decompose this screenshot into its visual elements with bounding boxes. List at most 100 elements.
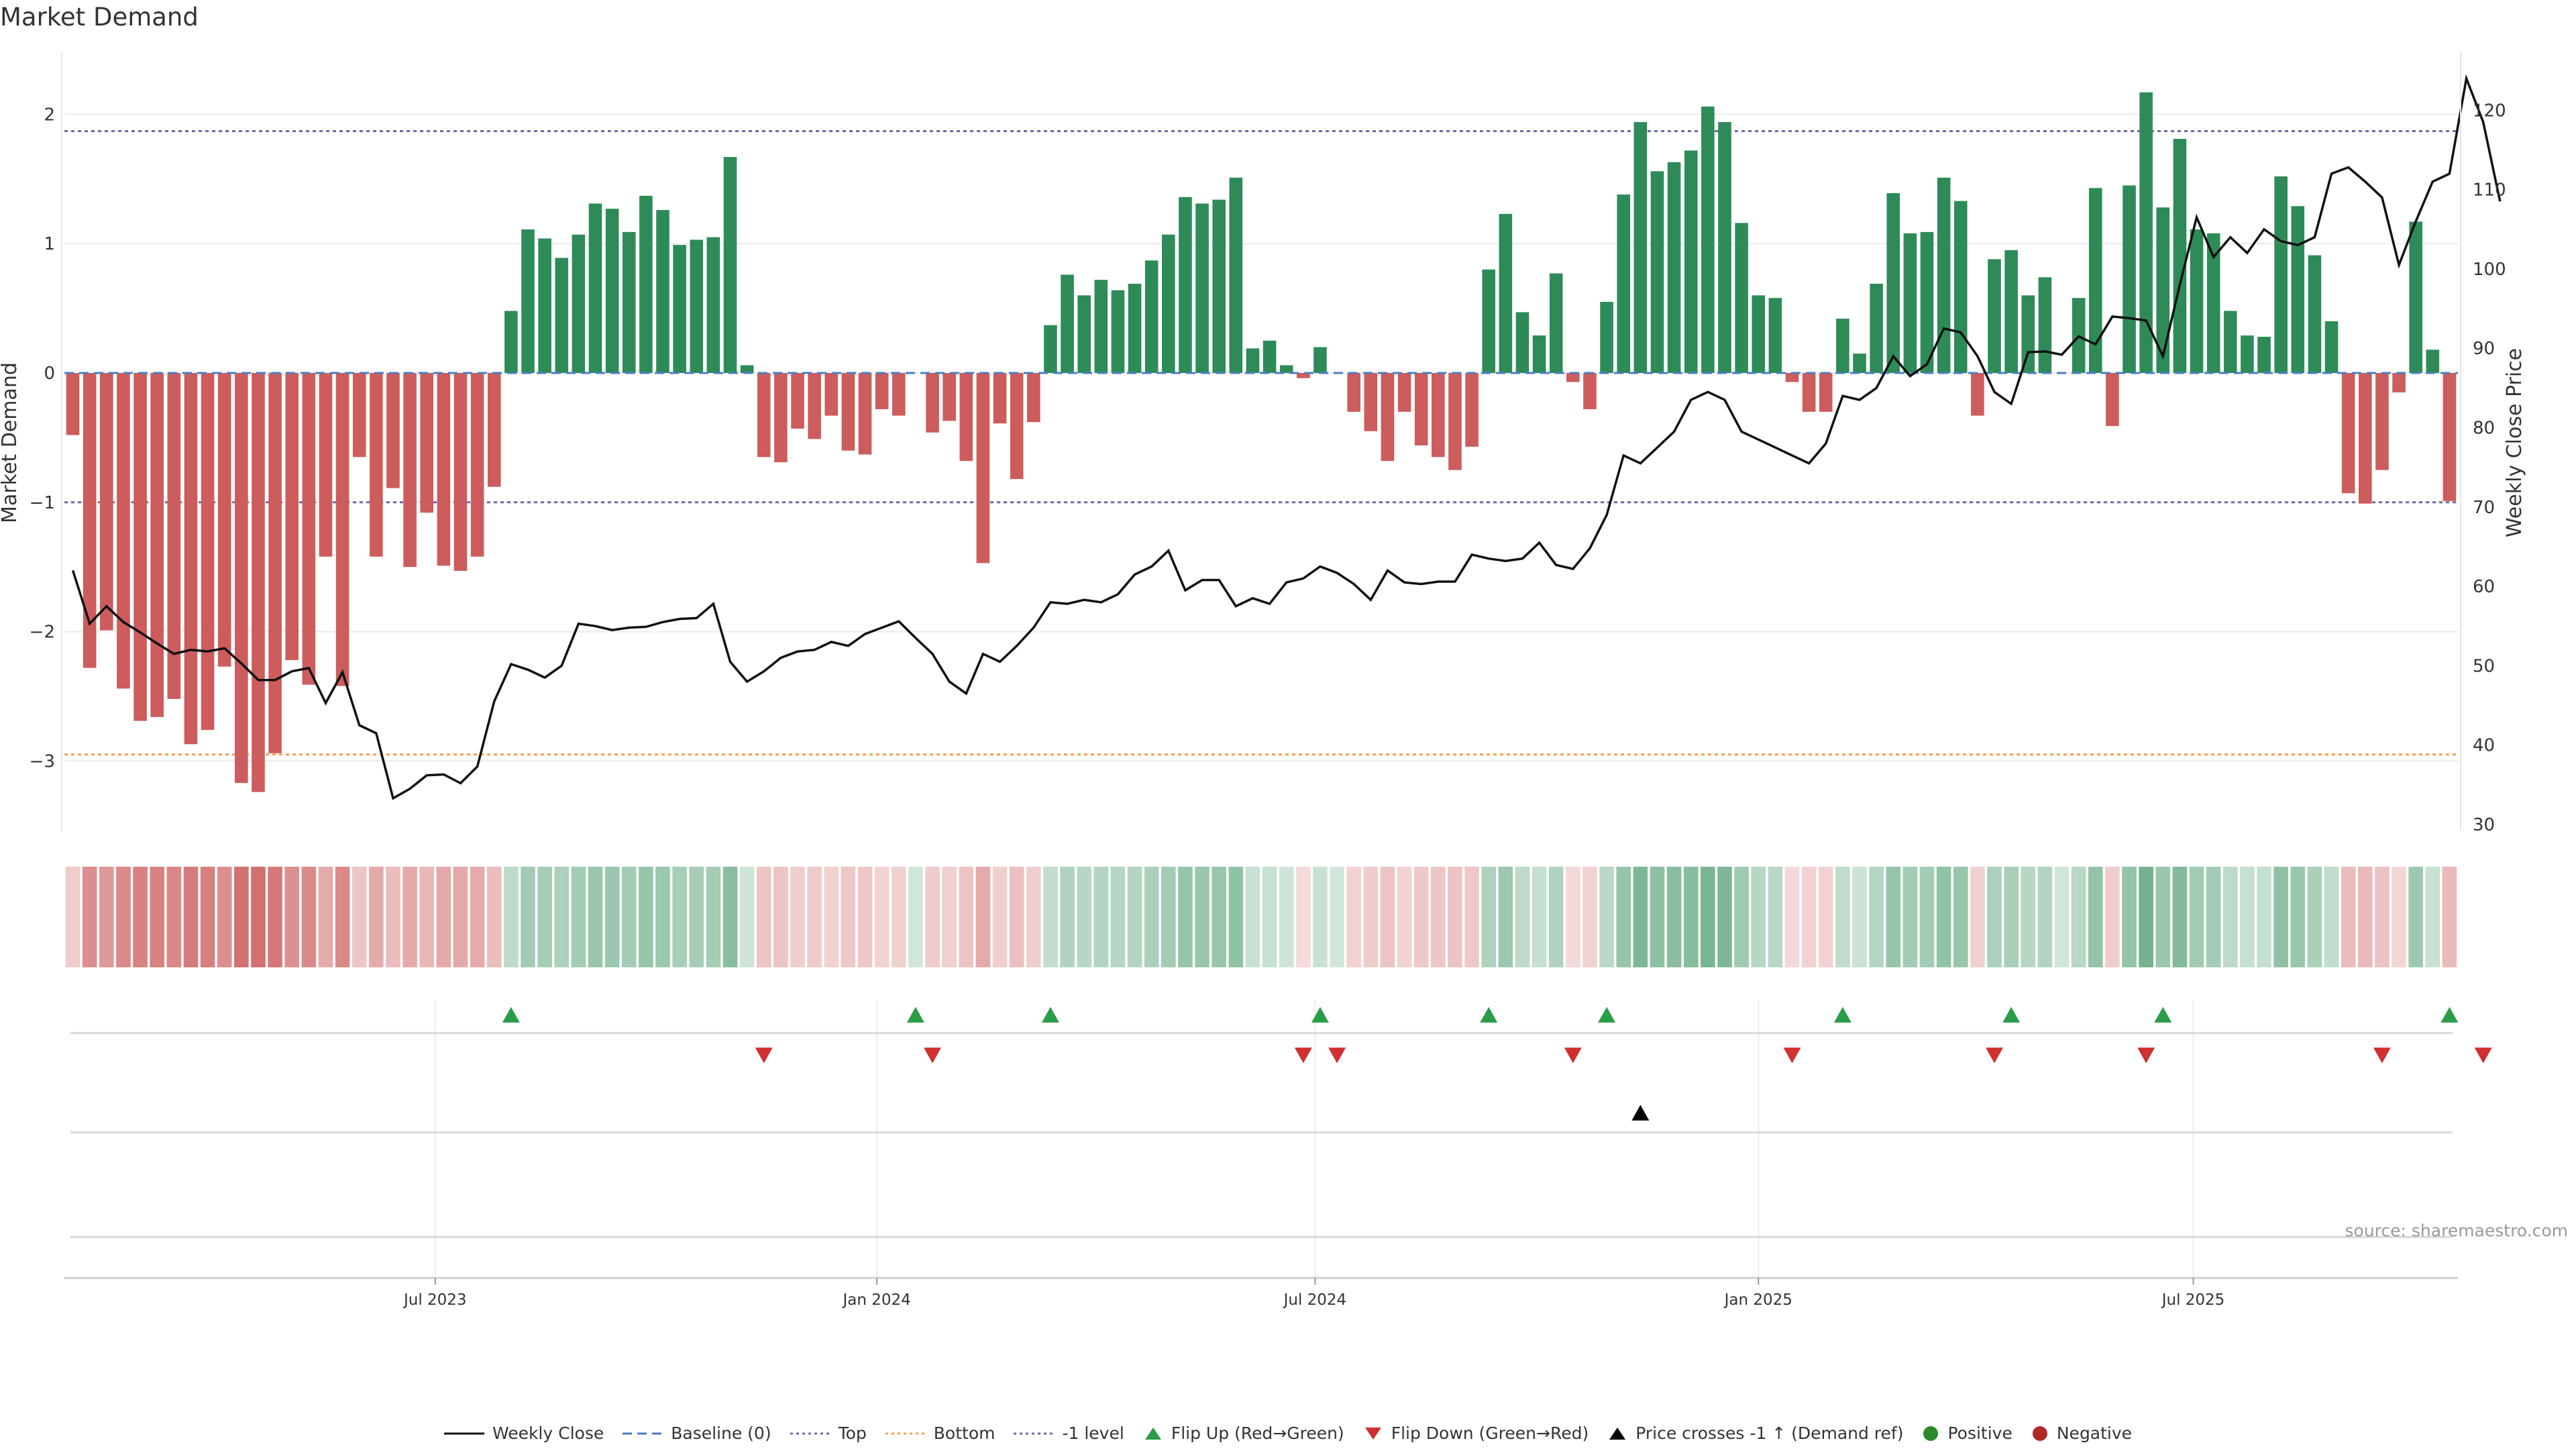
flip-down-marker: [2373, 1047, 2391, 1063]
heat-cell: [1801, 867, 1817, 967]
demand-bar: [1499, 213, 1513, 373]
heat-cell: [268, 867, 282, 967]
heat-cell: [2357, 867, 2373, 967]
heat-cell: [1953, 867, 1968, 967]
heat-cell: [1515, 867, 1530, 967]
heat-cell: [992, 867, 1008, 967]
triangle-down-icon: [1364, 1427, 1381, 1440]
demand-bar: [1381, 373, 1395, 462]
legend-negative-label: Negative: [2056, 1424, 2133, 1443]
y2-tick-label: 120: [2473, 101, 2506, 121]
heat-cell: [1077, 867, 1091, 967]
demand-bar: [2291, 206, 2305, 373]
demand-bar: [100, 373, 113, 631]
heat-cell: [925, 867, 940, 967]
y2-tick-label: 60: [2473, 577, 2495, 597]
heat-cell: [2088, 867, 2103, 967]
demand-bar: [572, 234, 586, 373]
heat-cell: [234, 867, 249, 967]
heat-cell: [554, 867, 570, 967]
demand-bar: [1903, 233, 1917, 373]
heat-cell: [1431, 867, 1446, 967]
demand-bar: [555, 258, 569, 373]
demand-bar: [892, 373, 906, 416]
demand-bar: [235, 373, 248, 784]
flip-up-marker: [906, 1007, 924, 1023]
demand-bar: [1111, 290, 1125, 373]
triangle-up-icon: [1609, 1427, 1626, 1440]
y2-axis-title: Weekly Close Price: [2503, 348, 2526, 537]
demand-bar: [2257, 337, 2271, 373]
heat-cell: [1043, 867, 1058, 967]
demand-bar: [2308, 255, 2322, 373]
y2-tick-label: 70: [2473, 498, 2495, 518]
demand-bar: [66, 373, 80, 435]
demand-bar: [1448, 373, 1462, 470]
flip-up-marker: [1833, 1007, 1851, 1023]
x-tick-label: Jan 2024: [841, 1291, 910, 1309]
heat-cell: [2392, 867, 2406, 967]
heat-cell: [773, 867, 788, 967]
demand-bar: [1785, 373, 1799, 382]
demand-bar: [1414, 373, 1428, 445]
demand-bar: [1263, 340, 1277, 373]
heat-cell: [1498, 867, 1513, 967]
demand-bar: [1010, 373, 1024, 480]
heat-cell: [841, 867, 856, 967]
heat-cell: [2307, 867, 2322, 967]
heat-cell: [639, 867, 653, 967]
heat-cell: [2004, 867, 2019, 967]
heat-cell: [1869, 867, 1884, 967]
demand-bar: [605, 209, 619, 373]
demand-bar: [2139, 92, 2153, 373]
heat-cell: [2122, 867, 2137, 967]
demand-bar: [1566, 373, 1580, 382]
demand-bar: [117, 373, 130, 689]
heat-cell: [2037, 867, 2053, 967]
demand-bar: [437, 373, 451, 566]
heat-cell: [588, 867, 603, 967]
legend-price-cross: Price crosses -1 ↑ (Demand ref): [1607, 1424, 1903, 1443]
demand-bar: [2443, 373, 2457, 501]
demand-bar: [1094, 280, 1108, 373]
heat-cell: [1346, 867, 1362, 967]
heat-cell: [942, 867, 957, 967]
heat-cell: [1633, 867, 1648, 967]
flip-down-marker: [924, 1047, 942, 1063]
demand-bar: [1195, 203, 1209, 373]
legend-flip-up: Flip Up (Red→Green): [1143, 1424, 1344, 1443]
heat-cell: [1582, 867, 1597, 967]
demand-bar: [841, 373, 855, 451]
demand-bar: [1532, 335, 1546, 373]
axes: 2 1 0 −1 −2 −3 120 110 100 90 80 70 60 50 40 30 Market D…: [0, 52, 2526, 1309]
demand-bar: [538, 238, 551, 373]
heat-cell: [621, 867, 637, 967]
demand-bar: [943, 373, 956, 421]
heat-cell: [537, 867, 552, 967]
heat-cell: [1616, 867, 1631, 967]
heat-cell: [99, 867, 114, 967]
demand-bar: [690, 239, 704, 373]
demand-bar: [2241, 335, 2254, 373]
heat-cell: [2021, 867, 2036, 967]
heat-cell: [1380, 867, 1395, 967]
demand-bar: [1667, 162, 1681, 373]
demand-bar: [740, 365, 754, 373]
flip-down-marker: [1783, 1047, 1801, 1063]
heat-cell: [2341, 867, 2356, 967]
x-tick-label: Jul 2023: [402, 1291, 467, 1309]
event-markers: [70, 1007, 2492, 1238]
heat-cell: [1970, 867, 1985, 967]
demand-bar: [217, 373, 231, 667]
heat-cell: [1161, 867, 1176, 967]
demand-bar: [1077, 295, 1091, 373]
heat-cell: [183, 867, 199, 967]
demand-bar: [470, 373, 484, 557]
heat-cell: [1110, 867, 1126, 967]
flip-down-marker: [1294, 1047, 1312, 1063]
demand-bar: [302, 373, 316, 685]
demand-bar: [976, 373, 990, 564]
heat-cell: [436, 867, 451, 967]
demand-bar: [1179, 197, 1192, 373]
legend-baseline-label: Baseline (0): [671, 1424, 771, 1443]
